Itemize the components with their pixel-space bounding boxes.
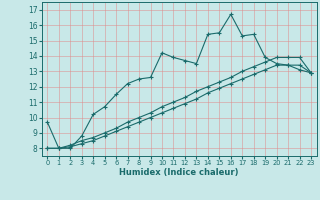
X-axis label: Humidex (Indice chaleur): Humidex (Indice chaleur) — [119, 168, 239, 177]
